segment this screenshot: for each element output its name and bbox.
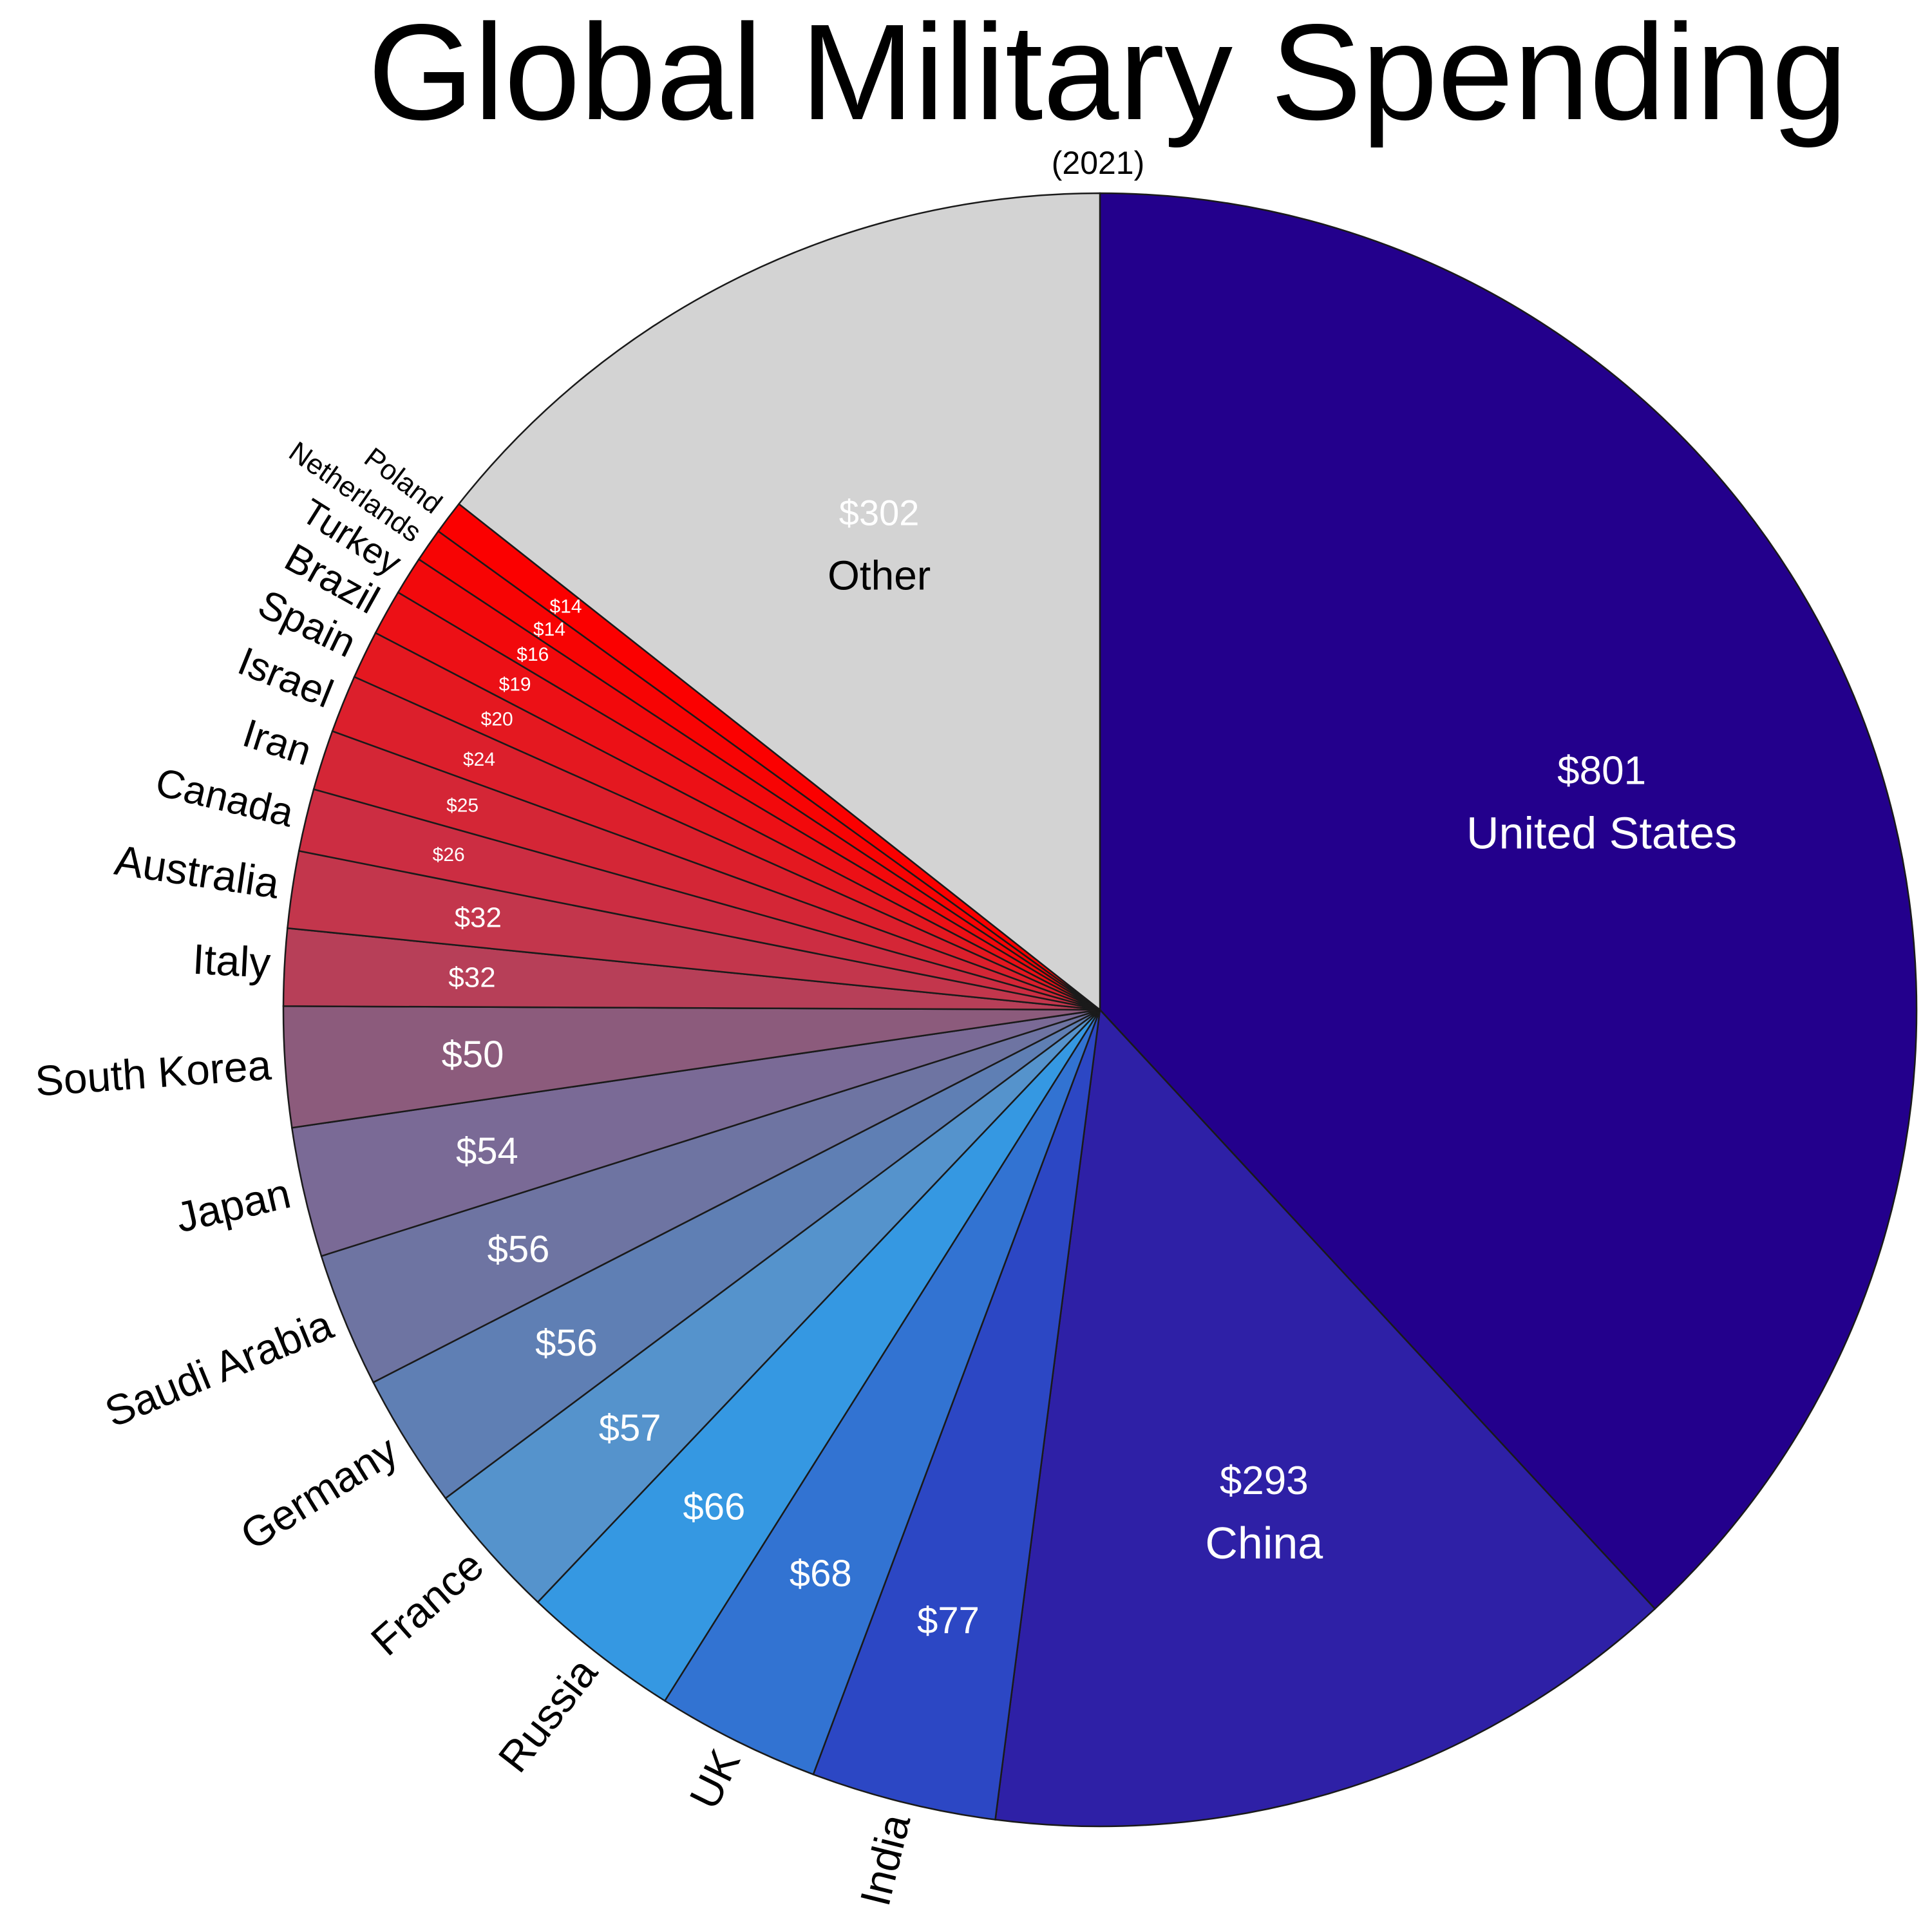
value-label-brazil: $19 xyxy=(499,674,531,696)
category-label-japan: Japan xyxy=(171,1169,295,1241)
value-label-australia: $32 xyxy=(455,902,502,934)
value-label-netherlands: $14 xyxy=(533,619,565,640)
slice-uk xyxy=(663,1009,1101,1776)
category-label-china: China xyxy=(1205,1518,1323,1568)
slice-china xyxy=(994,1008,1656,1828)
chart-subtitle: (2021) xyxy=(1052,145,1145,181)
category-label-australia: Australia xyxy=(111,836,282,907)
category-label-south-korea: South Korea xyxy=(33,1041,273,1105)
value-label-south-korea: $50 xyxy=(442,1034,504,1075)
category-label-iran: Iran xyxy=(238,711,317,774)
category-label-france: France xyxy=(362,1541,493,1665)
value-label-india: $77 xyxy=(917,1600,980,1642)
value-label-israel: $24 xyxy=(463,749,495,770)
category-label-india: India xyxy=(851,1809,919,1910)
slice-united-states xyxy=(1099,192,1918,1610)
value-label-canada: $26 xyxy=(433,844,465,866)
value-label-turkey: $16 xyxy=(516,644,549,665)
value-label-saudi-arabia: $56 xyxy=(488,1229,550,1271)
value-label-iran: $25 xyxy=(446,795,478,816)
category-label-canada: Canada xyxy=(151,760,298,836)
slice-russia xyxy=(536,1009,1101,1702)
category-label-other: Other xyxy=(828,553,931,599)
slice-other xyxy=(457,192,1101,1012)
value-label-spain: $20 xyxy=(481,708,513,730)
value-label-france: $57 xyxy=(599,1407,661,1449)
chart-title: Global Military Spending xyxy=(368,0,1848,148)
value-label-uk: $68 xyxy=(790,1553,852,1595)
category-label-united-states: United States xyxy=(1466,808,1737,858)
value-label-poland: $14 xyxy=(549,596,582,618)
slice-india xyxy=(812,1009,1101,1821)
category-label-uk: UK xyxy=(680,1742,749,1816)
value-label-italy: $32 xyxy=(448,961,495,993)
value-label-japan: $54 xyxy=(456,1130,518,1172)
pie-slices xyxy=(282,192,1918,1828)
value-label-germany: $56 xyxy=(535,1322,598,1364)
category-label-russia: Russia xyxy=(489,1649,606,1781)
category-label-germany: Germany xyxy=(232,1426,405,1558)
value-label-other: $302 xyxy=(839,493,920,533)
value-label-russia: $66 xyxy=(683,1486,746,1528)
value-label-china: $293 xyxy=(1220,1459,1309,1503)
value-label-united-states: $801 xyxy=(1557,749,1646,793)
category-label-saudi-arabia: Saudi Arabia xyxy=(99,1300,340,1436)
category-label-italy: Italy xyxy=(191,935,272,987)
